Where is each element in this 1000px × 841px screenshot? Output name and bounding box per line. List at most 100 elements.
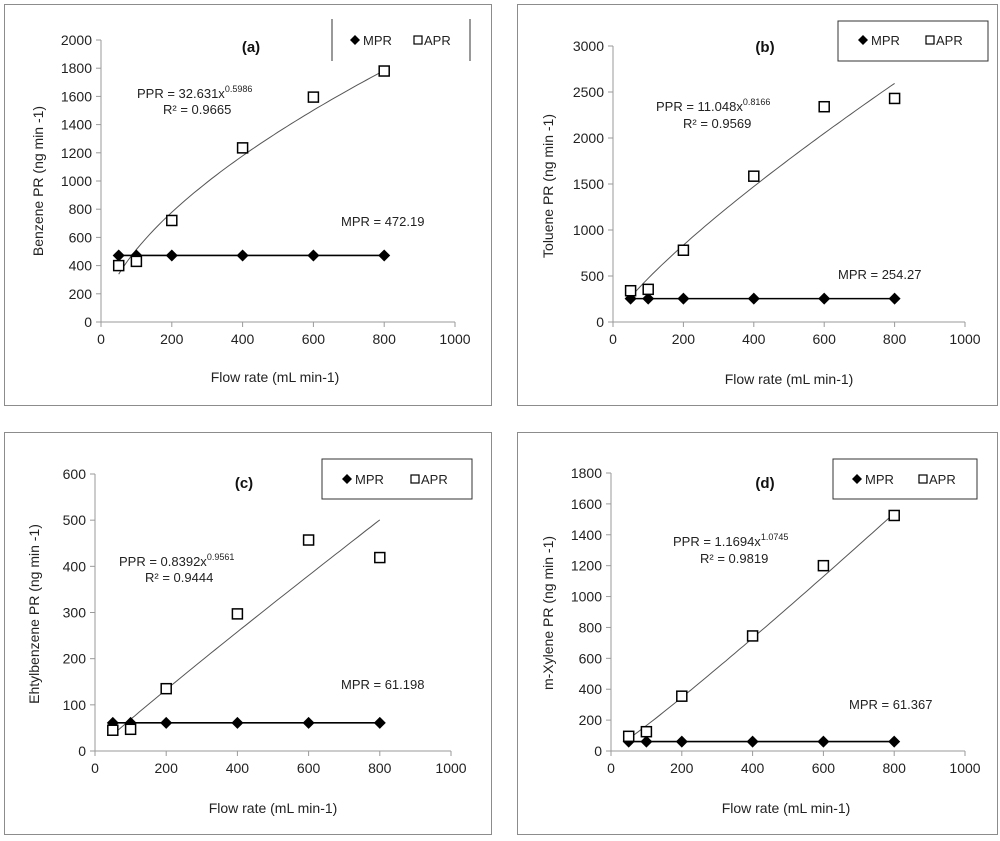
- chart-b-mpr-point: [642, 292, 655, 305]
- chart-c-legend-apr-label: APR: [421, 472, 448, 487]
- chart-b-mpr-point: [818, 292, 831, 305]
- chart-c-x-tick-label: 400: [226, 760, 250, 776]
- chart-d-mpr-point: [888, 735, 901, 748]
- chart-c-marks: [106, 519, 386, 736]
- chart-d-y-tick-label: 200: [579, 712, 603, 728]
- chart-b-y-axis-title: Toluene PR (ng min -1): [540, 114, 556, 258]
- chart-b-legend-mpr-marker: [858, 35, 868, 45]
- chart-a-y-tick-label: 0: [84, 314, 92, 330]
- chart-d-legend-mpr-marker: [852, 474, 862, 484]
- chart-c-apr-point: [124, 723, 137, 736]
- chart-b-legend-mpr-label: MPR: [871, 33, 900, 48]
- chart-d-y-axis-title: m-Xylene PR (ng min -1): [540, 536, 556, 690]
- chart-d-apr-point: [888, 509, 900, 522]
- chart-a-x-tick-label: 1000: [439, 331, 470, 347]
- chart-d-mpr-point: [746, 735, 759, 748]
- chart-a-y-tick-label: 800: [69, 201, 93, 217]
- chart-b-apr-point: [888, 92, 901, 105]
- chart-c-apr-point: [374, 551, 386, 564]
- chart-b-x-tick-label: 800: [883, 331, 907, 347]
- chart-c-legend-mpr-label: MPR: [355, 472, 384, 487]
- chart-a-ppr-base: PPR = 32.631x: [137, 86, 225, 101]
- chart-a-fit-curve: [118, 69, 385, 275]
- chart-panel-b: 0 200 400 600 800 1000 0 500 1000 1500 2000 2500 300…: [517, 4, 998, 406]
- chart-c-ticks: 0 200 400 600 800 1000 0 100 200 300 400 500 600: [63, 466, 467, 776]
- chart-b-apr-point: [677, 244, 690, 256]
- chart-b-apr-point: [624, 284, 637, 297]
- chart-d-apr-point: [622, 730, 635, 743]
- chart-c-ppr-base: PPR = 0.8392x: [119, 554, 207, 569]
- chart-a-mpr-point: [112, 249, 125, 262]
- chart-c-mpr-point: [373, 716, 386, 729]
- chart-a-y-tick-label: 1000: [61, 173, 92, 189]
- chart-d-x-tick-label: 0: [607, 760, 615, 776]
- chart-a-x-tick-label: 400: [231, 331, 255, 347]
- chart-b-x-tick-label: 200: [672, 331, 696, 347]
- chart-c-x-axis-title: Flow rate (mL min-1): [209, 800, 338, 816]
- chart-d-ticks: 0 200 400 600 800 1000 0 200 400 600 800 1000 1200 14…: [571, 465, 981, 776]
- chart-b-ppr-exponent: 0.8166: [743, 97, 771, 107]
- chart-c-fit-curve: [112, 519, 381, 736]
- chart-b-mpr-point: [747, 292, 760, 305]
- chart-a-y-axis-title: Benzene PR (ng min -1): [30, 106, 46, 256]
- chart-b-y-tick-label: 0: [596, 314, 604, 330]
- chart-b-apr-point: [818, 100, 830, 113]
- chart-a-mpr-point: [236, 249, 249, 262]
- chart-d-apr-point: [640, 725, 653, 738]
- chart-a-apr-point: [236, 142, 249, 154]
- chart-b-panel-label: (b): [755, 39, 774, 56]
- chart-c-x-tick-label: 600: [297, 760, 321, 776]
- chart-a-mpr-annotation: MPR = 472.19: [341, 214, 424, 229]
- chart-b-y-tick-label: 1000: [573, 222, 604, 238]
- chart-d-r2: R² = 0.9819: [700, 551, 768, 566]
- chart-c-svg: 0 200 400 600 800 1000 0 100 200 300 400 500 600 (c)…: [26, 458, 473, 816]
- chart-b-ppr-equation: PPR = 11.048x0.8166: [656, 97, 770, 114]
- chart-b-y-tick-label: 1500: [573, 176, 604, 192]
- chart-a-y-tick-label: 1600: [61, 88, 92, 104]
- chart-c-legend: MPR APR: [321, 458, 473, 500]
- chart-d-legend-mpr-label: MPR: [865, 472, 894, 487]
- chart-d-legend-apr-marker: [918, 474, 928, 484]
- chart-d-panel-label: (d): [755, 475, 774, 492]
- chart-d-mpr-point: [817, 735, 830, 748]
- chart-c-ppr-exponent: 0.9561: [207, 552, 235, 562]
- chart-b-y-tick-label: 2500: [573, 84, 604, 100]
- chart-b-fit-curve: [630, 82, 895, 298]
- chart-b-y-tick-label: 500: [581, 268, 605, 284]
- chart-a-apr-point: [130, 255, 143, 268]
- chart-panel-c: 0 200 400 600 800 1000 0 100 200 300 400 500 600 (c)…: [4, 432, 492, 835]
- chart-a-x-tick-label: 200: [160, 331, 184, 347]
- chart-c-apr-point: [231, 608, 244, 620]
- chart-c-mpr-annotation: MPR = 61.198: [341, 677, 424, 692]
- chart-a-apr-point: [112, 259, 125, 272]
- chart-a-y-tick-label: 1800: [61, 60, 92, 76]
- chart-b-marks: [624, 82, 901, 305]
- chart-c-mpr-point: [302, 716, 315, 729]
- chart-a-apr-point: [166, 214, 178, 227]
- chart-a-ticks: 0 200 400 600 800 1000 0 200 400 600 800 1000 1200 14…: [61, 32, 471, 347]
- chart-d-x-tick-label: 200: [670, 760, 694, 776]
- chart-d-y-tick-label: 600: [579, 650, 603, 666]
- chart-d-y-tick-label: 1200: [571, 558, 602, 574]
- chart-a-ppr-exponent: 0.5986: [225, 84, 253, 94]
- chart-a-y-tick-label: 400: [69, 258, 93, 274]
- chart-b-apr-point: [642, 283, 654, 296]
- chart-d-y-tick-label: 0: [594, 743, 602, 759]
- chart-c-apr-point: [160, 682, 172, 695]
- chart-c-y-tick-label: 400: [63, 558, 87, 574]
- chart-a-apr-point: [307, 91, 320, 103]
- chart-d-legend-apr-label: APR: [929, 472, 956, 487]
- chart-a-svg: 0 200 400 600 800 1000 0 200 400 600 800 1000 1200 14…: [30, 19, 471, 385]
- chart-b-mpr-point: [677, 292, 690, 305]
- chart-a-x-tick-label: 0: [97, 331, 105, 347]
- chart-a-legend: MPR APR: [331, 19, 471, 61]
- chart-a-panel-label: (a): [242, 39, 260, 56]
- chart-c-panel-label: (c): [235, 475, 253, 492]
- chart-b-ticks: 0 200 400 600 800 1000 0 500 1000 1500 2000 2500 300…: [573, 38, 981, 347]
- chart-d-apr-point: [676, 690, 688, 702]
- chart-a-y-tick-label: 200: [69, 286, 93, 302]
- chart-b-legend-apr-label: APR: [936, 33, 963, 48]
- chart-a-y-tick-label: 1400: [61, 117, 92, 133]
- chart-b-x-tick-label: 400: [742, 331, 766, 347]
- chart-a-y-tick-label: 600: [69, 229, 93, 245]
